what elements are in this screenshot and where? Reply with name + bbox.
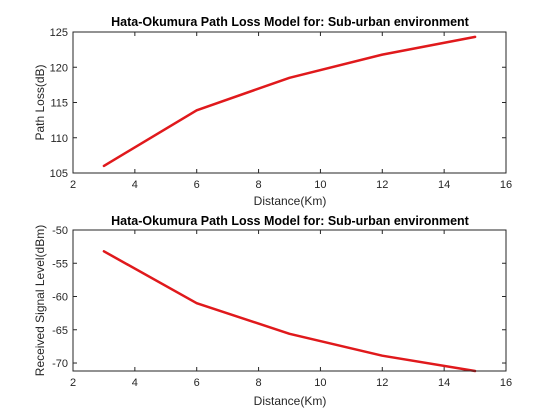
bottom-series (102, 250, 477, 373)
bottom-x-tick-label: 14 (438, 377, 450, 389)
bottom-axes-box (72, 229, 507, 372)
bottom-y-tick-label: -55 (52, 258, 68, 270)
top-plot-area (73, 32, 506, 173)
bottom-axes: Hata-Okumura Path Loss Model for: Sub-ur… (33, 214, 512, 408)
top-series-line (102, 35, 477, 168)
top-x-tick-label: 8 (256, 179, 262, 191)
bottom-y-tick-label: -70 (52, 358, 68, 370)
top-y-tick-label: 125 (50, 27, 68, 39)
top-x-tick-label: 16 (500, 179, 512, 191)
bottom-y-axis-label: Received Signal Level(dBm) (33, 225, 47, 376)
top-x-tick-label: 10 (314, 179, 326, 191)
top-x-tick-label: 4 (132, 179, 138, 191)
top-chart-title: Hata-Okumura Path Loss Model for: Sub-ur… (111, 15, 470, 29)
top-y-tick-label: 110 (50, 133, 68, 145)
top-axes: Hata-Okumura Path Loss Model for: Sub-ur… (33, 15, 512, 208)
top-y-tick-label: 115 (50, 98, 68, 110)
top-x-axis-label: Distance(Km) (254, 194, 327, 208)
bottom-x-tick-label: 4 (132, 377, 138, 389)
bottom-x-tick-label: 8 (256, 377, 262, 389)
bottom-plot-area (73, 230, 506, 371)
top-x-tick-label: 6 (194, 179, 200, 191)
top-y-tick-label: 105 (50, 168, 68, 180)
bottom-x-tick-label: 12 (376, 377, 388, 389)
bottom-y-tick-label: -50 (52, 225, 68, 237)
bottom-x-axis-label: Distance(Km) (254, 394, 327, 408)
top-axes-box (72, 31, 507, 174)
bottom-y-tick-label: -60 (52, 292, 68, 304)
bottom-y-tick-label: -65 (52, 325, 68, 337)
top-x-tick-label: 12 (376, 179, 388, 191)
top-x-tick-label: 14 (438, 179, 450, 191)
top-y-tick-label: 120 (50, 62, 68, 74)
bottom-series-line (102, 250, 477, 373)
top-y-axis-label: Path Loss(dB) (33, 64, 47, 140)
top-series (102, 35, 477, 168)
bottom-x-tick-label: 6 (194, 377, 200, 389)
bottom-x-tick-label: 2 (70, 377, 76, 389)
top-x-tick-label: 2 (70, 179, 76, 191)
bottom-ticks: 2 4 6 8 10 12 14 16 -70 -65 -60 -55 -50 (52, 225, 512, 389)
bottom-x-tick-label: 16 (500, 377, 512, 389)
top-ticks: 2 4 6 8 10 12 14 16 105 110 115 120 125 (50, 27, 512, 191)
bottom-x-tick-label: 10 (314, 377, 326, 389)
bottom-chart-title: Hata-Okumura Path Loss Model for: Sub-ur… (111, 214, 470, 228)
